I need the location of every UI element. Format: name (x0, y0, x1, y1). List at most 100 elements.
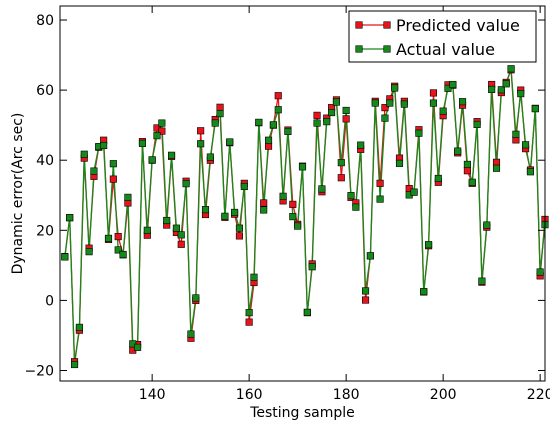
data-point-actual-value (381, 114, 389, 122)
data-point-predicted-value (463, 167, 471, 175)
data-point-actual-value (425, 241, 433, 249)
data-point-predicted-value (264, 142, 273, 150)
legend-marker-end (383, 21, 391, 29)
data-point-actual-value (391, 84, 399, 92)
data-point-actual-value (478, 277, 486, 285)
data-point-actual-value (284, 127, 292, 136)
data-point-actual-value (143, 226, 151, 234)
data-point-actual-value (61, 253, 69, 261)
plot-frame (59, 5, 546, 382)
data-point-predicted-value (197, 127, 205, 135)
data-point-actual-value (250, 273, 258, 281)
data-point-actual-value (507, 65, 515, 73)
series-line-actual-value (64, 68, 546, 365)
x-tick-label: 180 (333, 387, 360, 403)
data-point-predicted-value (216, 103, 224, 111)
data-point-predicted-value (337, 174, 345, 182)
data-point-actual-value (512, 130, 520, 138)
data-point-actual-value (66, 214, 74, 222)
data-point-actual-value (153, 132, 161, 140)
x-axis-label: Testing sample (249, 405, 355, 421)
data-point-actual-value (376, 195, 384, 203)
data-point-actual-value (420, 288, 428, 296)
data-point-actual-value (260, 206, 268, 214)
data-point-actual-value (468, 178, 476, 186)
data-point-actual-value (395, 159, 404, 167)
data-point-actual-value (192, 294, 200, 302)
data-point-actual-value (124, 193, 132, 201)
data-point-actual-value (119, 250, 127, 259)
data-point-actual-value (323, 118, 331, 126)
data-point-actual-value (308, 263, 316, 271)
data-point-actual-value (492, 164, 501, 172)
data-point-actual-value (187, 330, 195, 338)
data-point-actual-value (269, 121, 277, 129)
data-point-actual-value (303, 308, 311, 316)
data-point-actual-value (80, 150, 88, 158)
legend-marker-predicted (355, 21, 363, 29)
data-point-actual-value (502, 80, 510, 88)
data-point-actual-value (211, 119, 219, 127)
data-point-actual-value (279, 192, 287, 200)
data-point-actual-value (182, 180, 190, 188)
data-point-actual-value (342, 106, 350, 114)
data-point-actual-value (371, 99, 379, 107)
y-tick-label: −20 (24, 363, 54, 379)
x-tick-label: 220 (527, 387, 550, 403)
data-point-actual-value (328, 108, 336, 117)
data-point-actual-value (531, 105, 539, 113)
data-point-actual-value (366, 252, 374, 260)
data-point-predicted-value (381, 104, 389, 112)
data-point-predicted-value (361, 296, 370, 304)
legend-marker-actual (355, 45, 363, 53)
legend: Predicted value Actual value (348, 10, 537, 63)
data-point-predicted-value (235, 232, 243, 240)
data-point-actual-value (216, 110, 224, 118)
data-point-actual-value (522, 141, 530, 149)
data-point-actual-value (245, 309, 253, 317)
legend-entry-actual: Actual value (355, 40, 495, 59)
data-point-actual-value (318, 185, 326, 193)
data-point-actual-value (240, 182, 248, 191)
data-point-actual-value (226, 138, 234, 146)
data-point-actual-value (449, 80, 457, 89)
ticks-layer: 140 160 180 200 220 −20 0 20 40 60 80 (24, 6, 550, 403)
data-point-actual-value (352, 203, 360, 211)
data-point-actual-value (458, 98, 467, 106)
y-tick-label: 0 (45, 293, 54, 309)
data-point-actual-value (332, 98, 341, 106)
y-tick-label: 60 (36, 83, 54, 99)
data-point-actual-value (337, 159, 345, 167)
y-tick-label: 40 (36, 153, 54, 169)
data-point-actual-value (264, 136, 273, 144)
series-layer (61, 65, 549, 369)
data-point-actual-value (255, 118, 263, 126)
data-point-actual-value (463, 160, 471, 168)
y-tick-label: 80 (36, 13, 54, 29)
data-point-predicted-value (260, 199, 268, 207)
data-point-actual-value (298, 163, 307, 171)
data-point-actual-value (75, 323, 83, 331)
data-point-predicted-value (109, 175, 117, 183)
data-point-actual-value (434, 174, 442, 182)
data-point-actual-value (289, 213, 297, 221)
data-point-predicted-value (376, 179, 384, 187)
data-point-actual-value (473, 120, 481, 129)
data-point-actual-value (439, 107, 447, 115)
data-point-actual-value (85, 248, 93, 256)
data-point-actual-value (347, 192, 355, 200)
data-point-actual-value (148, 156, 156, 164)
data-point-actual-value (361, 287, 370, 295)
data-point-actual-value (231, 208, 239, 216)
legend-entry-predicted: Predicted value (355, 16, 520, 35)
data-point-actual-value (104, 234, 113, 242)
data-point-actual-value (163, 216, 171, 225)
data-point-predicted-value (289, 200, 297, 208)
data-point-actual-value (158, 119, 166, 127)
data-point-actual-value (400, 100, 408, 108)
data-point-actual-value (274, 106, 282, 114)
legend-marker-end (383, 45, 391, 53)
x-tick-label: 140 (139, 387, 166, 403)
data-point-actual-value (90, 167, 98, 175)
